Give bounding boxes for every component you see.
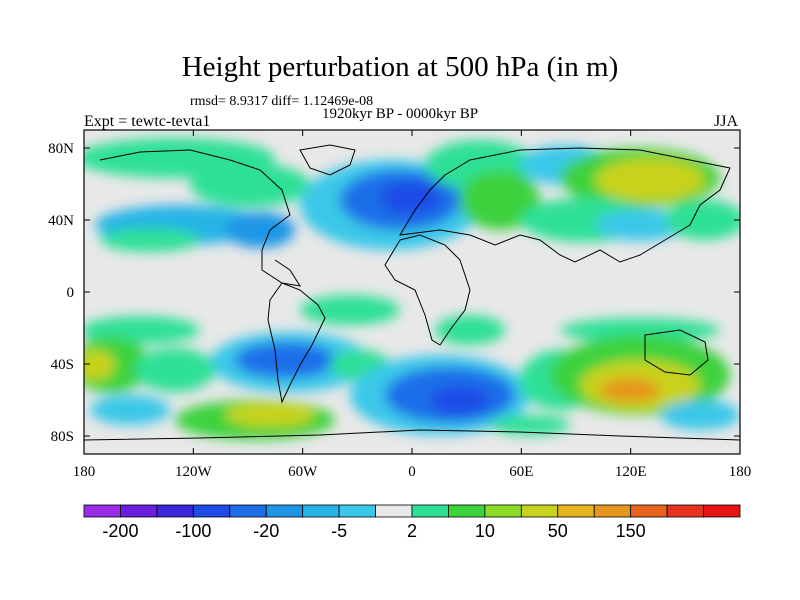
colorbar-swatch [265,504,304,518]
lon-tick-label: 60W [288,464,318,480]
lon-tick-label: 180 [73,464,96,480]
colorbar-label: 10 [475,521,495,541]
colorbar-label: 150 [616,521,646,541]
south-america-coast [267,282,326,404]
colorbar: -200 -100 -20 -5 2 10 50 150 [83,504,741,541]
colorbar-label: -20 [253,521,279,541]
colorbar-swatch [703,504,741,518]
lon-tick-label: 120W [175,464,213,480]
season-label: JJA [714,113,739,130]
contour-field [84,130,740,454]
lon-tick-label: 60E [509,464,533,480]
colorbar-swatch [411,504,449,518]
antarctica-coast [84,429,740,441]
period-label: 1920kyr BP - 0000kyr BP [322,106,479,122]
africa-coast [384,234,471,346]
lat-tick-label: 80S [51,429,74,445]
colorbar-swatch [448,504,486,518]
colorbar-swatch [593,504,632,518]
colorbar-swatch [83,504,121,518]
experiment-label: Expt = tewtc-tevta1 [84,113,211,130]
greenland-coast [299,144,356,176]
map-axes: 180 120W 60W 0 60E 120E 180 80N 40N 0 40S 80S [48,130,751,480]
stats-line: rmsd= 8.9317 diff= 1.12469e-08 [190,94,374,109]
lat-tick-label: 40N [48,213,74,229]
colorbar-swatch [120,504,158,518]
australia-coast [644,329,709,376]
lat-tick-label: 40S [51,357,74,373]
lat-tick-label: 0 [67,285,75,301]
colorbar-swatch [520,504,559,518]
colorbar-label: 2 [407,521,417,541]
colorbar-label: 50 [548,521,568,541]
chart-title: Height perturbation at 500 hPa (in m) [181,51,619,83]
north-america-coast [99,149,302,287]
colorbar-swatch [229,504,267,518]
lon-tick-label: 0 [408,464,416,480]
lat-tick-label: 80N [48,141,74,157]
colorbar-swatch [557,504,595,518]
colorbar-label: -5 [331,521,347,541]
eurasia-coast [399,147,731,263]
colorbar-swatch [630,504,668,518]
colorbar-swatch [192,504,231,518]
lon-tick-label: 120E [615,464,647,480]
colorbar-swatch [666,504,704,518]
colorbar-swatch [484,504,522,518]
colorbar-label: -200 [102,521,138,541]
colorbar-swatch [302,504,340,518]
lon-tick-label: 180 [729,464,752,480]
colorbar-swatch [156,504,194,518]
colorbar-swatch [375,504,413,518]
colorbar-label: -100 [175,521,211,541]
colorbar-swatch [338,504,376,518]
